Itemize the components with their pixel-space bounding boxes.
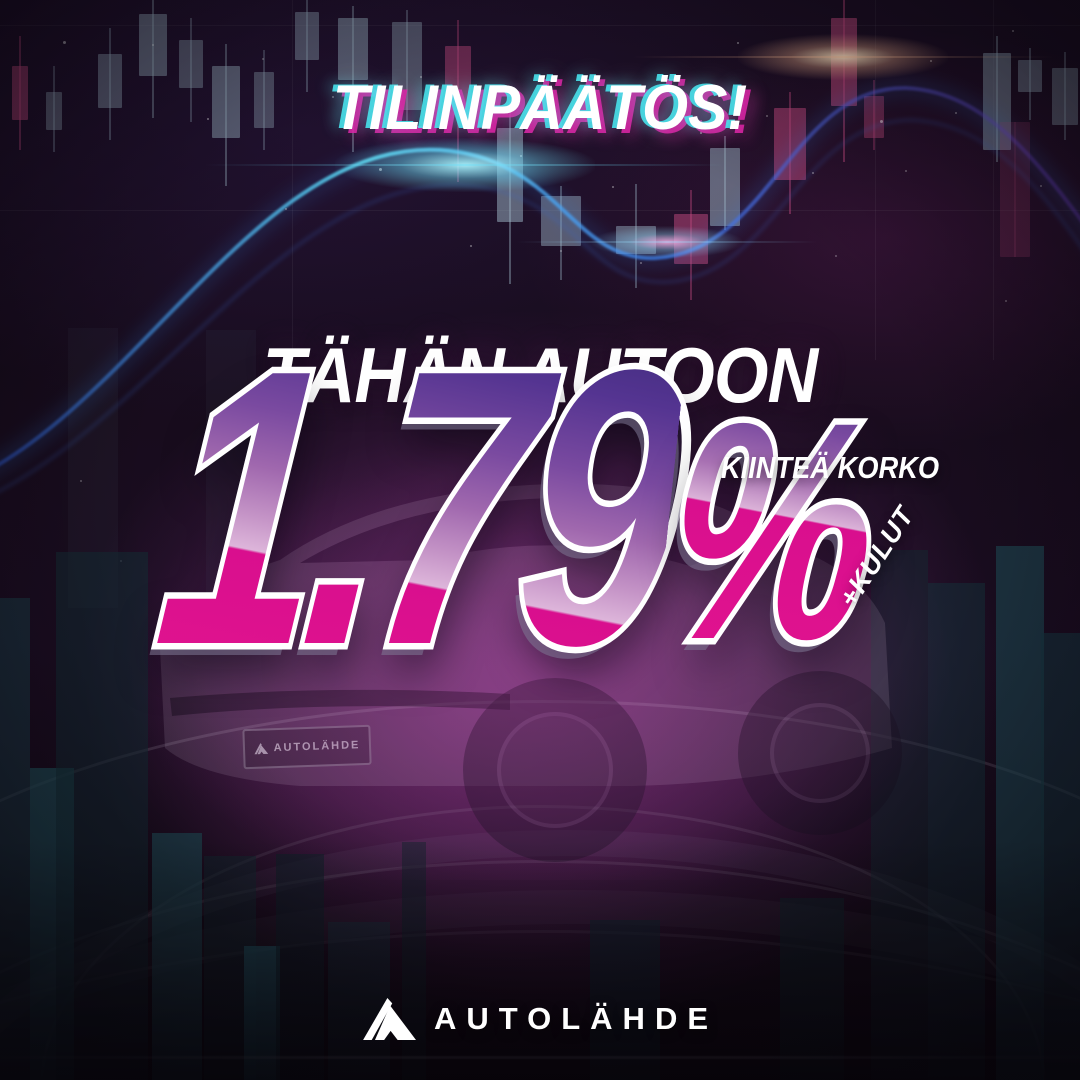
title-text: TILINPÄÄTÖS! <box>332 73 748 143</box>
rate-value-fill: 1.79 <box>143 289 694 727</box>
brand-logo: AUTOLÄHDE <box>0 988 1080 1050</box>
percent-sign-fill: % <box>652 357 893 704</box>
autolahde-triangle-icon <box>363 997 416 1041</box>
brand-name: AUTOLÄHDE <box>433 1001 719 1036</box>
rate-label: KIINTEÄ KORKO <box>720 450 940 485</box>
